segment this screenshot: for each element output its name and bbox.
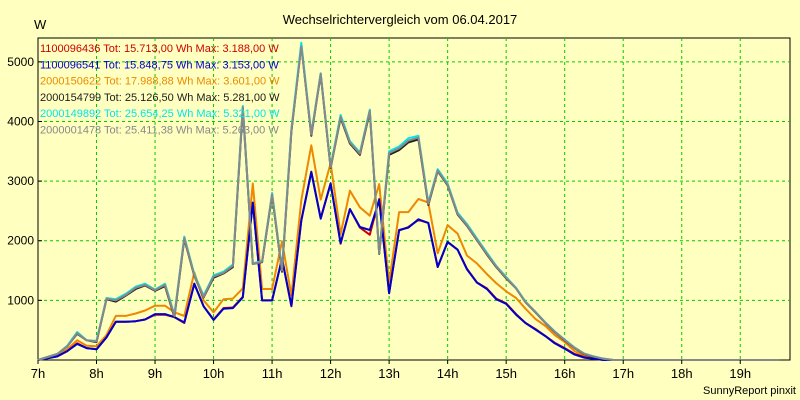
- y-tick-label: 4000: [7, 114, 34, 128]
- y-tick-label: 1000: [7, 293, 34, 307]
- y-tick-label: 2000: [7, 234, 34, 248]
- x-tick-label: 12h: [320, 366, 342, 381]
- x-tick-label: 17h: [612, 366, 634, 381]
- legend: 1100096436 Tot: 15.713,00 Wh Max: 3.188,…: [40, 43, 280, 137]
- chart-title: Wechselrichtervergleich vom 06.04.2017: [283, 12, 518, 27]
- legend-entry-2000150622: 2000150622 Tot: 17.988,88 Wh Max: 3.601,…: [40, 76, 280, 88]
- x-tick-label: 18h: [671, 366, 693, 381]
- legend-entry-1100096541: 1100096541 Tot: 15.848,75 Wh Max: 3.153,…: [40, 59, 279, 71]
- series-lines: [37, 41, 780, 361]
- x-tick-label: 7h: [31, 366, 45, 381]
- legend-entry-1100096436: 1100096436 Tot: 15.713,00 Wh Max: 3.188,…: [40, 43, 279, 55]
- series-line-2000001478: [37, 45, 780, 361]
- y-tick-label: 5000: [7, 55, 34, 69]
- x-tick-label: 9h: [148, 366, 162, 381]
- y-tick-label: 3000: [7, 174, 34, 188]
- x-tick-label: 10h: [203, 366, 225, 381]
- legend-entry-2000154799: 2000154799 Tot: 25.126,50 Wh Max: 5.281,…: [40, 92, 280, 104]
- x-tick-label: 15h: [495, 366, 517, 381]
- grid: [38, 38, 790, 360]
- y-axis-ticks: 1000 2000 3000 4000 5000: [7, 55, 42, 307]
- x-tick-label: 13h: [378, 366, 400, 381]
- x-tick-label: 11h: [262, 366, 283, 381]
- footer-credit: SunnyReport pinxit: [703, 385, 796, 397]
- x-tick-label: 14h: [437, 366, 459, 381]
- y-axis-label: W: [34, 17, 47, 32]
- x-tick-label: 16h: [554, 366, 576, 381]
- legend-entry-2000001478: 2000001478 Tot: 25.411,38 Wh Max: 5.263,…: [40, 125, 279, 137]
- x-tick-label: 8h: [89, 366, 103, 381]
- legend-entry-2000149892: 2000149892 Tot: 25.654,25 Wh Max: 5.321,…: [40, 108, 280, 120]
- x-tick-label: 19h: [729, 366, 751, 381]
- x-axis-ticks: 7h 8h 9h 10h 11h 12h 13h 14h 15h 16h 17h 18h 19h: [31, 360, 751, 381]
